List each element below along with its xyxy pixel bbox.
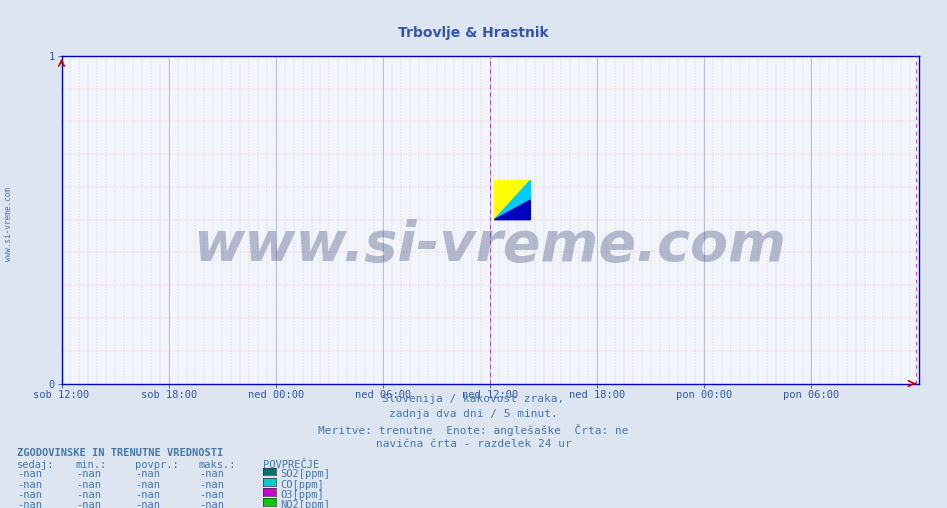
Text: -nan: -nan <box>17 500 42 508</box>
Text: -nan: -nan <box>135 500 160 508</box>
Text: POVPREČJE: POVPREČJE <box>263 460 319 470</box>
Text: -nan: -nan <box>17 480 42 490</box>
Text: zadnja dva dni / 5 minut.: zadnja dva dni / 5 minut. <box>389 409 558 419</box>
Text: navična črta - razdelek 24 ur: navična črta - razdelek 24 ur <box>376 439 571 450</box>
Text: Meritve: trenutne  Enote: anglešaške  Črta: ne: Meritve: trenutne Enote: anglešaške Črta… <box>318 424 629 436</box>
Text: -nan: -nan <box>135 480 160 490</box>
Text: SO2[ppm]: SO2[ppm] <box>280 469 331 480</box>
Polygon shape <box>494 200 530 219</box>
Text: CO[ppm]: CO[ppm] <box>280 480 324 490</box>
Text: www.si-vreme.com: www.si-vreme.com <box>4 186 13 261</box>
Text: -nan: -nan <box>135 469 160 480</box>
Text: -nan: -nan <box>76 490 100 500</box>
Text: Trbovlje & Hrastnik: Trbovlje & Hrastnik <box>398 26 549 40</box>
Text: -nan: -nan <box>76 500 100 508</box>
Text: -nan: -nan <box>135 490 160 500</box>
Text: sedaj:: sedaj: <box>17 460 55 470</box>
Text: maks.:: maks.: <box>199 460 237 470</box>
Polygon shape <box>494 180 530 219</box>
Text: -nan: -nan <box>199 500 223 508</box>
Text: povpr.:: povpr.: <box>135 460 179 470</box>
Text: Slovenija / kakovost zraka,: Slovenija / kakovost zraka, <box>383 394 564 404</box>
Text: min.:: min.: <box>76 460 107 470</box>
Text: -nan: -nan <box>199 480 223 490</box>
Polygon shape <box>494 180 530 219</box>
Text: ZGODOVINSKE IN TRENUTNE VREDNOSTI: ZGODOVINSKE IN TRENUTNE VREDNOSTI <box>17 448 223 458</box>
Text: -nan: -nan <box>17 490 42 500</box>
Text: www.si-vreme.com: www.si-vreme.com <box>193 219 787 273</box>
Text: -nan: -nan <box>76 480 100 490</box>
Text: -nan: -nan <box>17 469 42 480</box>
Text: -nan: -nan <box>76 469 100 480</box>
Text: O3[ppm]: O3[ppm] <box>280 490 324 500</box>
Text: NO2[ppm]: NO2[ppm] <box>280 500 331 508</box>
Text: -nan: -nan <box>199 490 223 500</box>
Text: -nan: -nan <box>199 469 223 480</box>
